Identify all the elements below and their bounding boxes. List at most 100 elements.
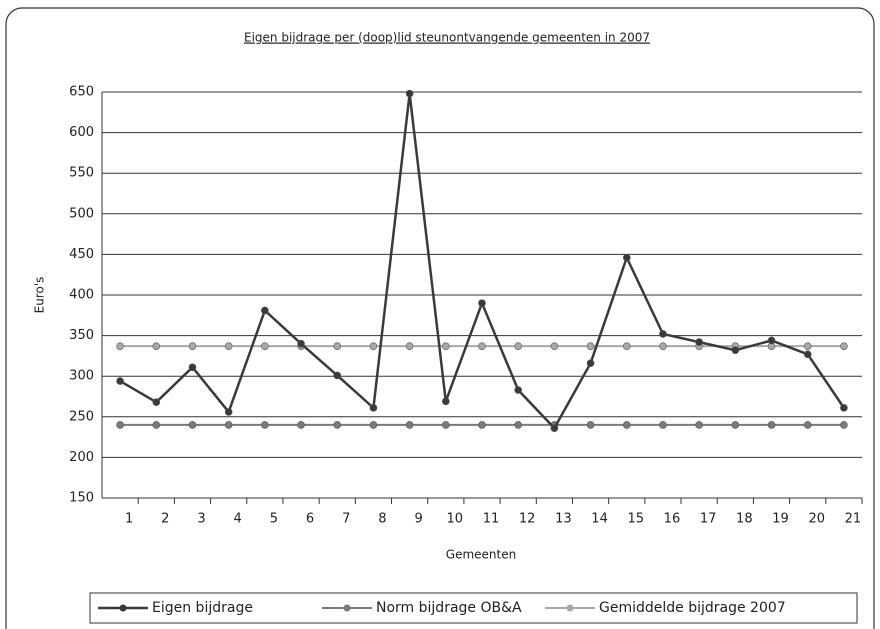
data-point [840,421,848,429]
data-point [188,342,197,350]
x-tick-label: 10 [447,512,464,527]
x-tick-label: 2 [161,512,169,527]
data-point [188,421,197,429]
y-tick-label: 350 [69,328,94,343]
x-tick-label: 8 [378,512,386,527]
y-tick-label: 500 [69,206,94,221]
data-point [152,421,161,429]
x-tick-label: 17 [700,512,717,527]
data-point [152,342,161,350]
data-point [333,342,342,350]
legend-label: Norm bijdrage OB&A [376,600,522,616]
legend-marker [119,604,127,612]
legend-box [89,592,858,624]
data-point [405,342,414,350]
data-point [586,342,595,350]
data-point [586,359,595,368]
data-point [152,398,161,406]
x-tick-label: 6 [306,512,314,527]
data-point [550,342,559,350]
data-point [405,421,414,429]
y-tick-label: 650 [69,85,94,100]
x-tick-label: 19 [772,512,789,527]
data-point [261,421,269,429]
data-point [622,421,631,429]
data-point [586,421,595,429]
x-tick-label: 20 [808,512,825,527]
data-point [442,342,450,350]
x-tick-label: 14 [591,512,608,527]
data-point [405,89,414,98]
x-tick-label: 7 [342,512,350,527]
x-tick-label: 12 [519,512,536,527]
y-tick-label: 600 [69,125,94,140]
data-point [695,338,703,346]
legend-marker [566,604,574,612]
x-tick-label: 1 [125,512,133,527]
data-point [116,421,124,429]
data-point [767,336,776,345]
x-tick-label: 18 [736,512,753,527]
data-point [478,342,486,350]
data-point [442,397,450,406]
x-tick-label: 5 [270,512,278,527]
data-point [369,342,378,350]
data-point [224,421,233,429]
data-point [333,421,342,429]
y-tick-label: 250 [69,409,94,424]
x-tick-label: 21 [845,512,862,527]
x-tick-label: 15 [627,512,644,527]
y-axis-label: Euro's [33,277,47,314]
data-point [659,421,667,429]
x-tick-label: 13 [555,512,572,527]
frame [5,7,875,629]
data-point [514,342,522,350]
x-tick-label: 4 [234,512,242,527]
data-point [840,404,848,412]
data-point [224,408,233,416]
series-line [119,93,845,431]
chart-title: Eigen bijdrage per (doop)lid steunontvan… [244,31,650,45]
y-tick-label: 150 [69,491,94,506]
y-tick-label: 400 [69,288,94,303]
data-point [188,363,197,372]
data-point [478,299,486,307]
data-point [514,421,522,429]
data-point [731,346,740,355]
legend-label: Gemiddelde bijdrage 2007 [599,600,786,616]
data-point [731,421,740,429]
x-axis-label: Gemeenten [446,548,516,562]
data-point [803,421,812,429]
data-point [261,306,269,315]
data-point [116,377,124,385]
y-tick-label: 450 [69,247,94,262]
y-tick-label: 200 [69,450,94,465]
legend-label: Eigen bijdrage [152,600,253,616]
y-tick-label: 550 [69,166,94,181]
x-tick-label: 3 [197,512,205,527]
data-point [261,342,269,350]
data-point [767,421,776,429]
data-point [333,371,342,380]
data-point [224,342,233,350]
data-point [442,421,450,429]
y-tick-label: 300 [69,369,94,384]
x-tick-label: 9 [414,512,422,527]
data-point [297,421,305,429]
data-point [695,421,703,429]
data-point [550,424,559,432]
data-point [622,253,631,262]
data-point [659,330,667,338]
data-point [478,421,486,429]
x-tick-label: 11 [483,512,500,527]
data-point [840,342,848,350]
x-tick-label: 16 [664,512,681,527]
data-point [369,421,378,429]
data-point [622,342,631,350]
data-point [297,339,305,348]
data-point [803,350,812,359]
data-point [659,342,667,350]
data-point [514,386,522,394]
data-point [116,342,124,350]
